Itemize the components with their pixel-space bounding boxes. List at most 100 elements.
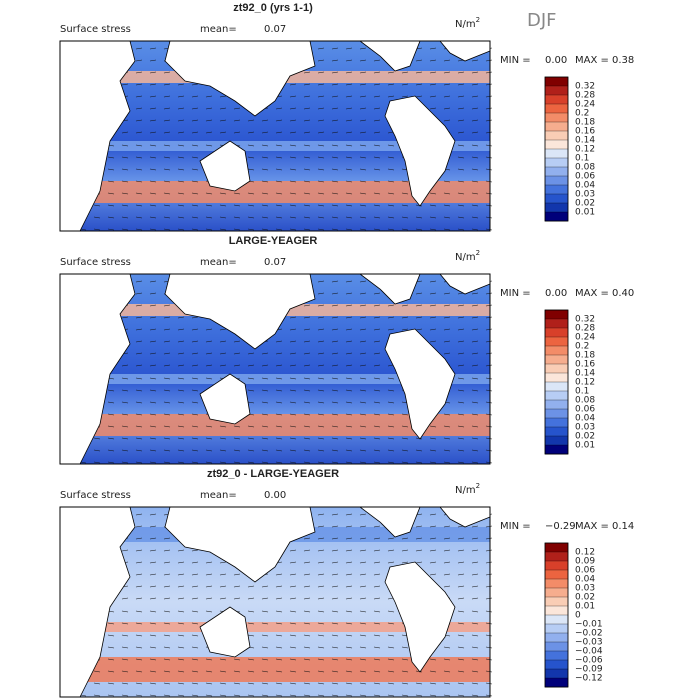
colorbar-label: −0.01 xyxy=(575,620,603,630)
wind-arrow xyxy=(275,168,283,171)
wind-arrow xyxy=(163,204,171,207)
map xyxy=(59,506,493,698)
colorbar-label: 0.16 xyxy=(575,127,595,137)
wind-arrow xyxy=(415,304,423,307)
wind-arrow xyxy=(317,328,325,331)
wind-arrow xyxy=(457,95,465,98)
colorbar-swatch xyxy=(544,408,569,419)
wind-arrow xyxy=(373,328,381,331)
wind-arrow xyxy=(289,340,297,343)
wind-arrow xyxy=(261,634,269,637)
wind-arrow xyxy=(177,180,185,183)
wind-arrow xyxy=(177,549,185,552)
wind-arrow xyxy=(177,585,185,588)
wind-arrow xyxy=(387,216,395,219)
min-value: −0.29 xyxy=(545,521,576,532)
wind-arrow xyxy=(247,461,255,464)
land xyxy=(384,561,456,673)
wind-arrow xyxy=(289,180,297,183)
wind-arrow xyxy=(149,537,157,540)
colorbar-label: −0.02 xyxy=(575,629,603,639)
colorbar-swatch xyxy=(544,444,569,455)
wind-arrow xyxy=(373,119,381,122)
wind-arrow xyxy=(345,585,353,588)
wind-arrow xyxy=(331,658,339,661)
wind-arrow xyxy=(149,525,157,528)
wind-arrow xyxy=(457,144,465,147)
wind-arrow xyxy=(135,107,143,110)
wind-arrow xyxy=(135,585,143,588)
wind-arrow xyxy=(205,670,213,673)
wind-arrow xyxy=(471,83,479,86)
wind-arrow xyxy=(163,561,171,564)
wind-arrow xyxy=(485,646,493,649)
wind-arrow xyxy=(135,658,143,661)
wind-arrow xyxy=(443,83,451,86)
wind-arrow xyxy=(135,449,143,452)
wind-arrow xyxy=(275,461,283,464)
wind-arrow xyxy=(191,192,199,195)
wind-arrow xyxy=(289,204,297,207)
land xyxy=(384,328,456,440)
wind-arrow xyxy=(135,340,143,343)
wind-arrow xyxy=(457,622,465,625)
wind-arrow xyxy=(373,316,381,319)
wind-arrow xyxy=(261,597,269,600)
wind-arrow xyxy=(359,597,367,600)
wind-arrow xyxy=(317,107,325,110)
wind-arrow xyxy=(415,71,423,74)
wind-arrow xyxy=(387,537,395,540)
colorbar-swatch xyxy=(544,309,569,320)
wind-arrow xyxy=(331,389,339,392)
wind-arrow xyxy=(177,328,185,331)
wind-arrow xyxy=(373,437,381,440)
wind-arrow xyxy=(303,634,311,637)
wind-arrow xyxy=(457,573,465,576)
wind-arrow xyxy=(485,292,493,295)
wind-arrow xyxy=(177,449,185,452)
wind-arrow xyxy=(373,364,381,367)
wind-arrow xyxy=(457,83,465,86)
wind-arrow xyxy=(163,425,171,428)
wind-arrow xyxy=(205,682,213,685)
wind-arrow xyxy=(373,216,381,219)
wind-arrow xyxy=(317,156,325,159)
wind-arrow xyxy=(191,352,199,355)
wind-arrow xyxy=(331,682,339,685)
wind-arrow xyxy=(387,328,395,331)
wind-arrow xyxy=(219,95,227,98)
wind-arrow xyxy=(331,59,339,62)
wind-arrow xyxy=(163,670,171,673)
wind-arrow xyxy=(443,658,451,661)
wind-arrow xyxy=(275,180,283,183)
wind-arrow xyxy=(331,228,339,231)
wind-arrow xyxy=(443,304,451,307)
wind-arrow xyxy=(373,180,381,183)
units-base: N/m xyxy=(455,252,476,263)
wind-arrow xyxy=(121,670,129,673)
min-label: MIN = xyxy=(500,521,531,532)
wind-arrow xyxy=(387,401,395,404)
wind-arrow xyxy=(121,131,129,134)
wind-arrow xyxy=(303,107,311,110)
wind-arrow xyxy=(149,180,157,183)
wind-arrow xyxy=(331,364,339,367)
units-base: N/m xyxy=(455,19,476,30)
wind-arrow xyxy=(121,316,129,319)
wind-arrow xyxy=(289,573,297,576)
wind-arrow xyxy=(121,622,129,625)
wind-arrow xyxy=(471,461,479,464)
wind-arrow xyxy=(149,83,157,86)
wind-arrow xyxy=(247,352,255,355)
wind-arrow xyxy=(387,461,395,464)
wind-arrow xyxy=(443,95,451,98)
wind-arrow xyxy=(317,622,325,625)
wind-arrow xyxy=(345,461,353,464)
wind-arrow xyxy=(205,107,213,110)
wind-arrow xyxy=(359,513,367,516)
wind-arrow xyxy=(443,670,451,673)
wind-arrow xyxy=(163,597,171,600)
wind-arrow xyxy=(107,228,115,231)
wind-arrow xyxy=(317,131,325,134)
wind-arrow xyxy=(359,525,367,528)
